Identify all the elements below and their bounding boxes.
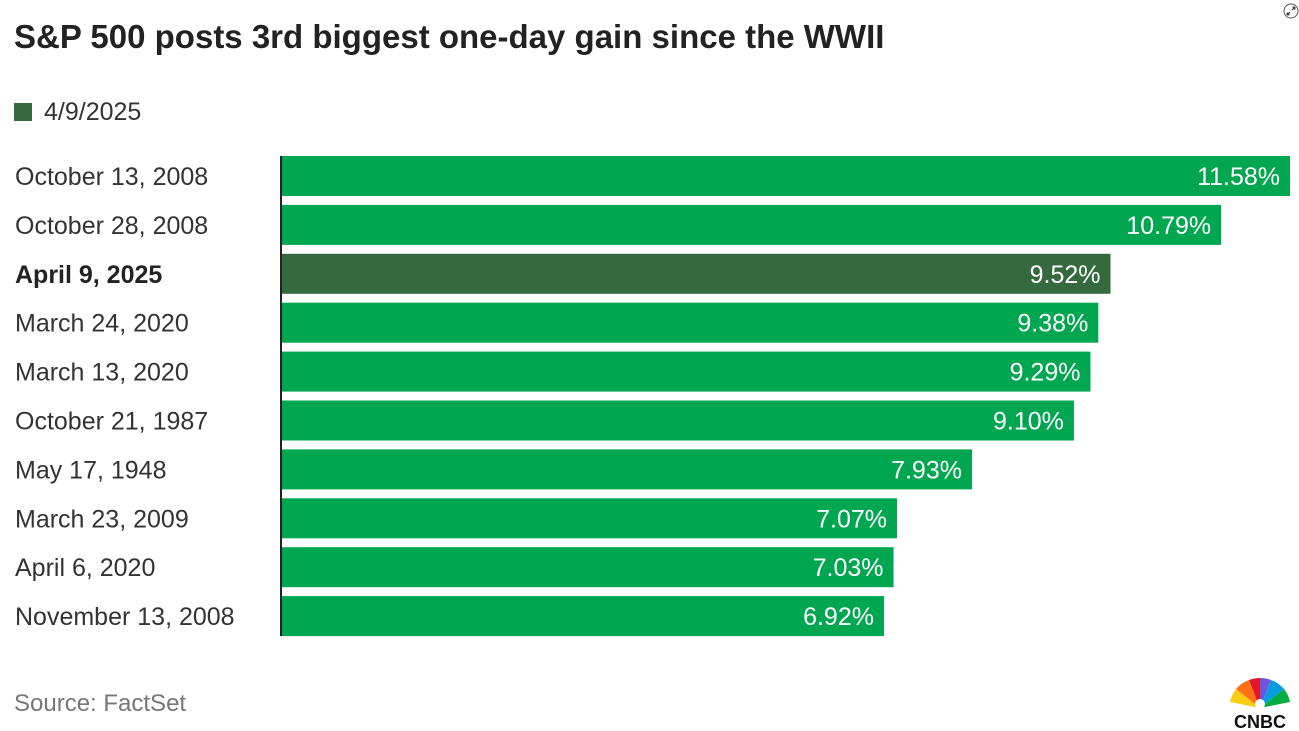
value-label: 7.03%	[813, 554, 884, 582]
value-label: 10.79%	[1126, 212, 1211, 240]
value-label: 9.29%	[1010, 359, 1081, 387]
value-label: 6.92%	[803, 603, 874, 631]
legend-swatch	[14, 103, 32, 121]
category-label: October 13, 2008	[15, 163, 208, 191]
category-label: April 6, 2020	[15, 554, 155, 582]
value-label: 11.58%	[1197, 163, 1280, 191]
category-label: March 23, 2009	[15, 505, 189, 533]
expand-icon[interactable]	[1283, 3, 1299, 19]
value-label: 7.93%	[891, 456, 962, 484]
category-label: May 17, 1948	[15, 456, 167, 484]
category-label: October 21, 1987	[15, 408, 208, 436]
bar-6	[281, 400, 1074, 441]
chart-title: S&P 500 posts 3rd biggest one-day gain s…	[14, 18, 885, 55]
category-label: April 9, 2025	[15, 261, 162, 289]
value-label: 9.10%	[993, 408, 1064, 436]
bar-8	[281, 498, 898, 539]
legend-label: 4/9/2025	[44, 97, 142, 126]
logo-text: CNBC	[1234, 712, 1286, 730]
bar-2	[281, 204, 1222, 245]
category-label: March 24, 2020	[15, 310, 189, 338]
value-label: 7.07%	[816, 505, 887, 533]
value-label: 9.38%	[1017, 310, 1088, 338]
value-label: 9.52%	[1030, 261, 1101, 289]
bar-4	[281, 302, 1099, 343]
category-label: March 13, 2020	[15, 359, 189, 387]
bar-1	[281, 156, 1290, 196]
bar-9	[281, 547, 894, 588]
bar-3	[281, 253, 1111, 294]
bar-5	[281, 351, 1091, 392]
source-note: Source: FactSet	[14, 690, 187, 717]
legend: 4/9/2025	[14, 96, 141, 128]
bar-10	[281, 596, 884, 637]
category-label: November 13, 2008	[15, 603, 235, 631]
bar-7	[281, 449, 972, 490]
cnbc-peacock-logo: CNBC	[1230, 677, 1290, 730]
category-label: October 28, 2008	[15, 212, 208, 240]
